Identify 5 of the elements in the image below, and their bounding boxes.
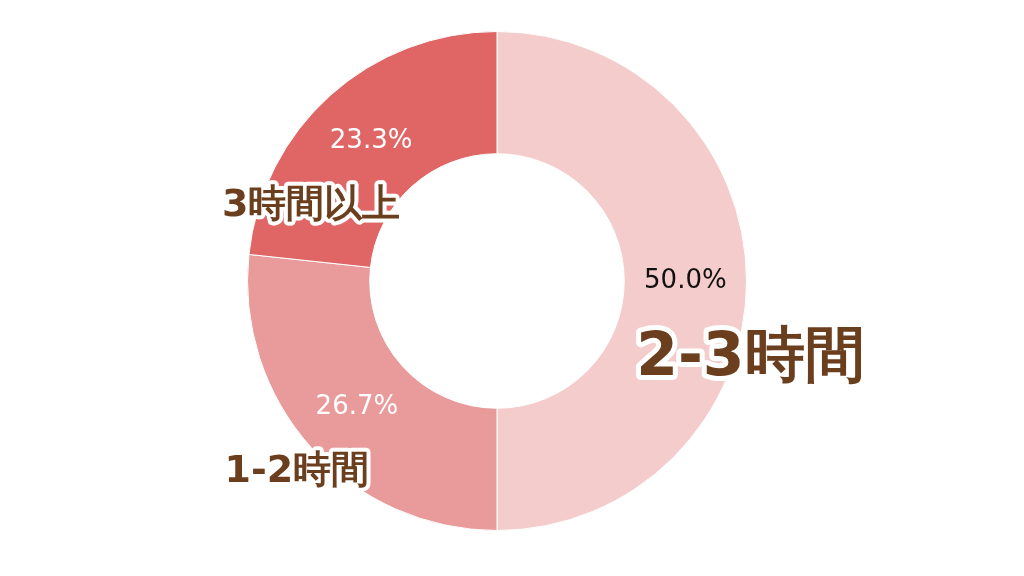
data-label: 50.0% [644, 263, 727, 294]
slice-label: 2-3時間 [636, 318, 865, 389]
data-label: 23.3% [329, 123, 413, 154]
slice-label: 1-2時間 [224, 446, 370, 491]
data-label: 26.7% [315, 389, 399, 420]
